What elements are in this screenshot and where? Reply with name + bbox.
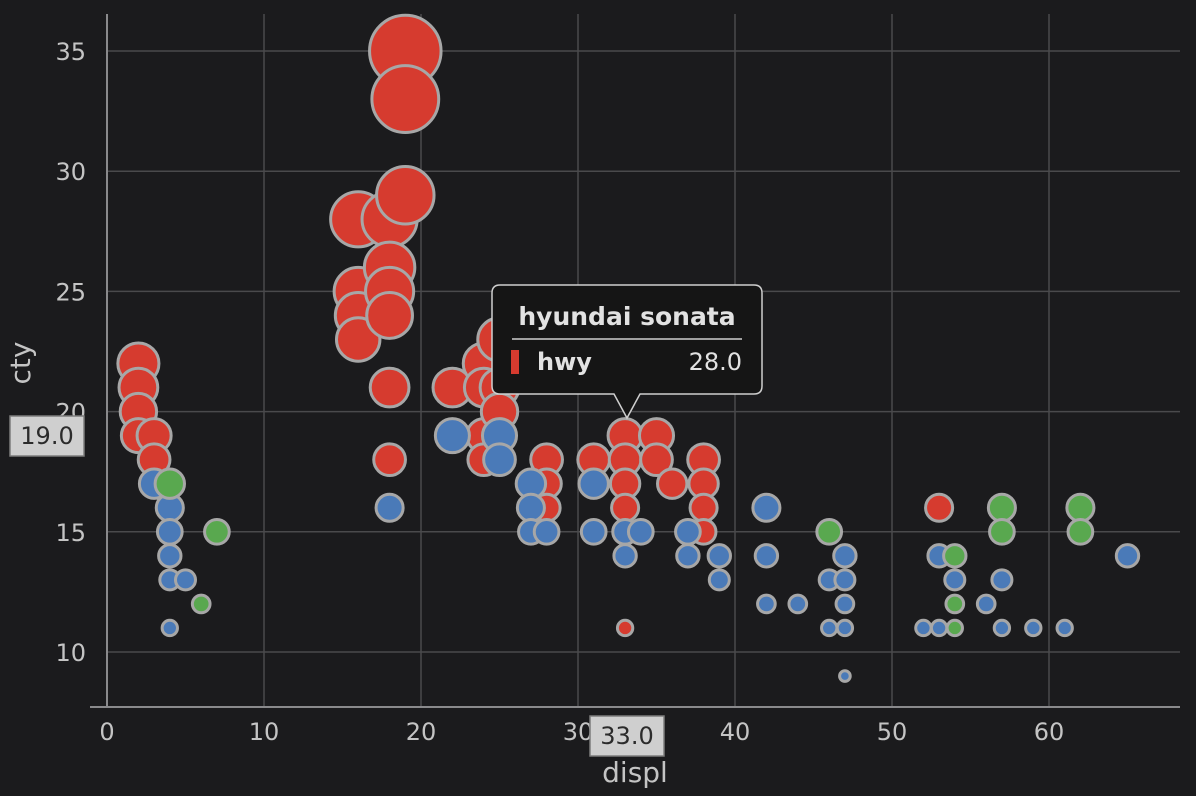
data-point[interactable] <box>942 543 968 569</box>
data-point[interactable] <box>515 492 546 523</box>
data-point[interactable] <box>835 618 855 638</box>
data-point[interactable] <box>834 593 856 615</box>
data-point[interactable] <box>615 618 635 638</box>
data-point[interactable] <box>656 467 689 500</box>
data-point[interactable] <box>929 618 949 638</box>
data-point[interactable] <box>914 618 933 638</box>
data-point[interactable] <box>1024 618 1043 638</box>
data-point[interactable] <box>155 517 184 546</box>
axes <box>90 14 1180 708</box>
data-point[interactable] <box>1066 517 1095 546</box>
data-point[interactable] <box>190 593 212 615</box>
x-tick-labels: 0 10 20 30 40 50 60 <box>99 718 1064 746</box>
tooltip-series-value: 28.0 <box>689 348 742 376</box>
data-point[interactable] <box>751 492 782 523</box>
data-point[interactable] <box>944 593 966 615</box>
data-point[interactable] <box>924 492 955 523</box>
tooltip-series-swatch <box>511 350 519 374</box>
data-point[interactable] <box>992 618 1012 638</box>
data-point[interactable] <box>365 291 414 340</box>
data-point[interactable] <box>370 64 441 134</box>
x-readout-value: 33.0 <box>600 722 653 750</box>
data-point[interactable] <box>203 517 231 546</box>
x-hover-readout: 33.0 <box>589 715 665 757</box>
data-point[interactable] <box>157 543 183 569</box>
data-point[interactable] <box>756 593 777 615</box>
data-point[interactable] <box>482 442 517 478</box>
data-point[interactable] <box>787 593 809 615</box>
data-point[interactable] <box>153 467 186 500</box>
tooltip-title: hyundai sonata <box>518 302 735 331</box>
tooltip: hyundai sonata hwy 28.0 <box>491 284 763 420</box>
data-point[interactable] <box>372 442 407 478</box>
x-readout-box <box>589 715 665 757</box>
x-tick-label: 10 <box>249 718 280 746</box>
data-point[interactable] <box>532 517 561 546</box>
data-point[interactable] <box>639 442 674 478</box>
data-point[interactable] <box>1114 543 1141 569</box>
data-point[interactable] <box>838 669 852 683</box>
data-point[interactable] <box>368 366 411 409</box>
data-point[interactable] <box>173 568 198 592</box>
data-point[interactable] <box>674 517 702 546</box>
x-tick-label: 20 <box>406 718 437 746</box>
y-hover-readout: 19.0 <box>9 415 85 457</box>
y-tick-label: 35 <box>55 38 86 66</box>
data-point[interactable] <box>577 467 610 500</box>
y-tick-label: 10 <box>55 639 86 667</box>
y-tick-label: 15 <box>55 519 86 547</box>
data-points[interactable] <box>116 13 1141 683</box>
data-point[interactable] <box>433 417 471 455</box>
data-point[interactable] <box>1055 618 1074 638</box>
data-point[interactable] <box>612 543 638 569</box>
data-point[interactable] <box>579 517 608 546</box>
x-tick-label: 0 <box>99 718 114 746</box>
data-point[interactable] <box>815 517 844 546</box>
data-point[interactable] <box>610 492 641 523</box>
data-point[interactable] <box>833 568 857 592</box>
data-point[interactable] <box>675 543 701 569</box>
x-tick-label: 50 <box>877 718 908 746</box>
data-point[interactable] <box>943 568 967 592</box>
y-readout-value: 19.0 <box>20 422 73 450</box>
data-point[interactable] <box>374 492 405 523</box>
data-point[interactable] <box>988 517 1016 546</box>
y-tick-label: 30 <box>55 158 86 186</box>
x-axis-title: displ <box>602 756 668 789</box>
x-tick-label: 30 <box>563 718 594 746</box>
data-point[interactable] <box>688 492 719 523</box>
data-point[interactable] <box>1065 492 1096 523</box>
tooltip-series-name: hwy <box>537 348 592 376</box>
data-point[interactable] <box>832 543 858 569</box>
data-point[interactable] <box>375 165 436 226</box>
tooltip-box <box>491 284 763 420</box>
data-point[interactable] <box>706 543 732 569</box>
y-tick-label: 25 <box>55 278 86 306</box>
data-point[interactable] <box>707 568 731 592</box>
data-point[interactable] <box>975 593 997 615</box>
data-point[interactable] <box>334 316 382 363</box>
y-readout-box <box>9 415 85 457</box>
data-point[interactable] <box>160 618 179 638</box>
data-point[interactable] <box>986 492 1017 523</box>
data-point[interactable] <box>945 618 964 638</box>
y-axis-title: cty <box>4 342 37 385</box>
data-point[interactable] <box>820 618 839 638</box>
x-tick-label: 40 <box>720 718 751 746</box>
data-point[interactable] <box>753 543 780 569</box>
x-tick-label: 60 <box>1034 718 1065 746</box>
data-point[interactable] <box>626 517 655 546</box>
data-point[interactable] <box>990 568 1014 592</box>
